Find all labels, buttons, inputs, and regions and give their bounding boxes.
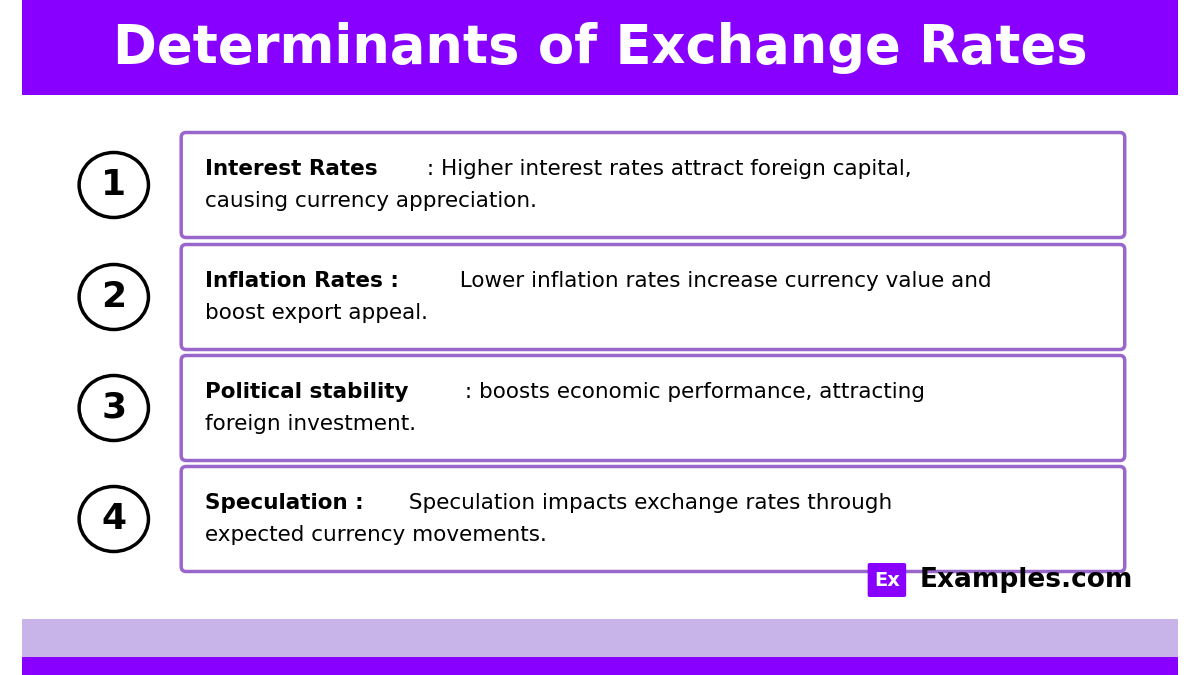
FancyBboxPatch shape: [23, 95, 1177, 619]
Text: 1: 1: [101, 168, 126, 202]
Text: Determinants of Exchange Rates: Determinants of Exchange Rates: [113, 22, 1087, 74]
Text: : Higher interest rates attract foreign capital,: : Higher interest rates attract foreign …: [420, 159, 911, 179]
FancyBboxPatch shape: [181, 244, 1124, 350]
Text: Inflation Rates :: Inflation Rates :: [205, 271, 400, 291]
Text: boost export appeal.: boost export appeal.: [205, 303, 428, 323]
Ellipse shape: [79, 153, 149, 217]
Text: Interest Rates: Interest Rates: [205, 159, 378, 179]
Text: Speculation :: Speculation :: [205, 493, 364, 513]
Ellipse shape: [79, 375, 149, 441]
Text: expected currency movements.: expected currency movements.: [205, 525, 547, 545]
FancyBboxPatch shape: [181, 466, 1124, 572]
Text: 4: 4: [101, 502, 126, 536]
FancyBboxPatch shape: [181, 132, 1124, 238]
Text: Political stability: Political stability: [205, 382, 409, 402]
Text: 3: 3: [101, 391, 126, 425]
Text: Speculation impacts exchange rates through: Speculation impacts exchange rates throu…: [402, 493, 893, 513]
Text: causing currency appreciation.: causing currency appreciation.: [205, 191, 538, 211]
FancyBboxPatch shape: [868, 563, 906, 597]
FancyBboxPatch shape: [23, 619, 1177, 657]
FancyBboxPatch shape: [23, 0, 1177, 95]
FancyBboxPatch shape: [181, 356, 1124, 460]
Text: 2: 2: [101, 280, 126, 314]
Ellipse shape: [79, 265, 149, 329]
Text: Ex: Ex: [874, 570, 900, 589]
Text: : boosts economic performance, attracting: : boosts economic performance, attractin…: [458, 382, 925, 402]
Text: foreign investment.: foreign investment.: [205, 414, 416, 434]
FancyBboxPatch shape: [23, 657, 1177, 675]
Ellipse shape: [79, 487, 149, 551]
Text: Lower inflation rates increase currency value and: Lower inflation rates increase currency …: [446, 271, 991, 291]
Text: Examples.com: Examples.com: [919, 567, 1133, 593]
